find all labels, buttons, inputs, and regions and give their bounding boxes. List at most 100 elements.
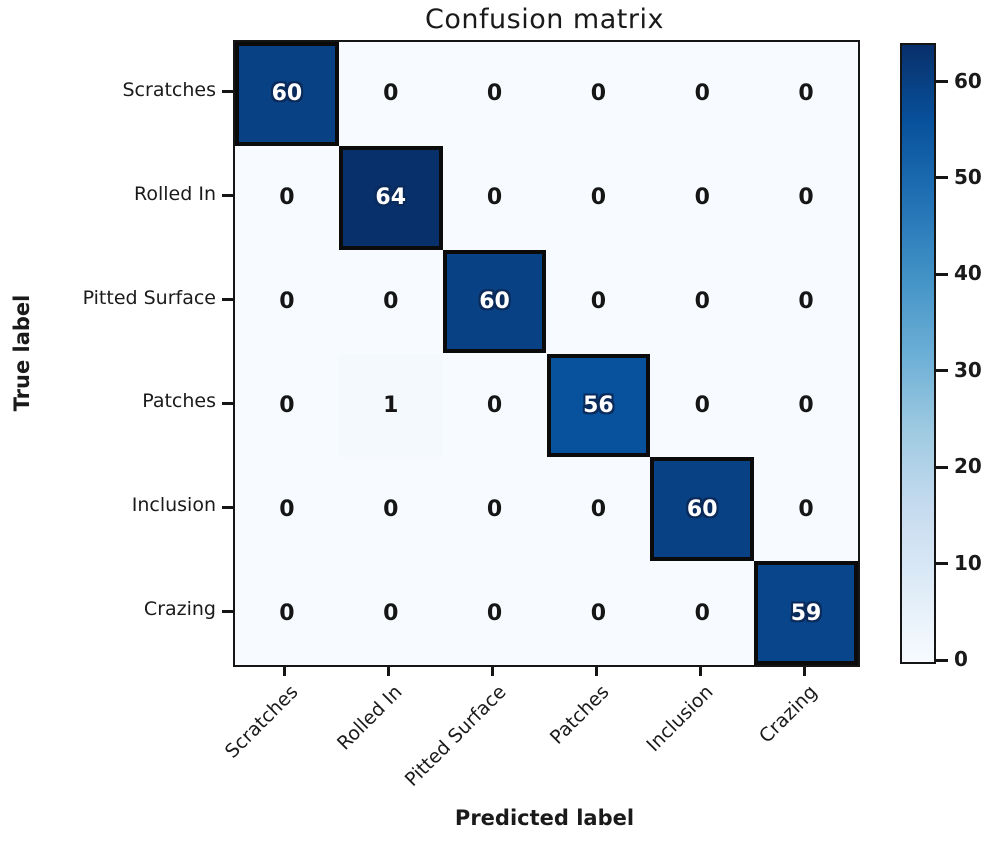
matrix-cell-value: 0 [590, 185, 607, 211]
matrix-cell-value: 0 [590, 289, 607, 315]
x-tick-mark [698, 665, 702, 676]
x-tick-mark [283, 665, 287, 676]
matrix-cell: 0 [754, 249, 858, 354]
matrix-cell-value: 0 [798, 392, 814, 418]
matrix-cell-value: 60 [479, 289, 510, 315]
matrix-cell: 0 [442, 353, 547, 458]
matrix-cell-value: 0 [279, 600, 295, 626]
matrix-cell-value: 0 [383, 600, 399, 626]
matrix-cell: 0 [442, 561, 547, 665]
matrix-cell-value: 0 [694, 185, 710, 211]
x-axis-label: Predicted label [454, 806, 635, 830]
matrix-cell-value: 0 [798, 289, 814, 315]
y-tick-label: Pitted Surface [82, 286, 216, 309]
chart-title: Confusion matrix [425, 4, 664, 35]
matrix-cell: 0 [650, 42, 755, 146]
matrix-cell-value: 0 [590, 600, 607, 626]
x-tick-mark [802, 665, 806, 676]
colorbar-tick-label: 10 [954, 550, 982, 575]
colorbar-tick-label: 20 [954, 454, 982, 479]
matrix-cell: 0 [235, 353, 339, 458]
matrix-cell: 0 [754, 42, 858, 146]
y-tick-mark [222, 90, 233, 94]
matrix-cell: 0 [235, 145, 339, 250]
matrix-cell-value: 56 [583, 392, 614, 418]
matrix-cell: 0 [546, 457, 651, 562]
matrix-cell-value: 0 [486, 600, 503, 626]
matrix-cell: 0 [235, 249, 339, 354]
colorbar-tick-mark [936, 465, 948, 469]
x-tick-mark [594, 665, 598, 676]
x-tick-mark [387, 665, 391, 676]
matrix-cell: 59 [754, 561, 858, 665]
matrix-cell: 0 [338, 457, 443, 562]
matrix-cell: 0 [442, 145, 547, 250]
y-tick-mark [222, 609, 233, 613]
x-tick-mark [491, 665, 495, 676]
matrix-cell-value: 0 [590, 496, 607, 522]
matrix-cell: 0 [338, 561, 443, 665]
y-tick-mark [222, 505, 233, 509]
colorbar-tick-mark [936, 562, 948, 566]
matrix-cell: 0 [650, 145, 755, 250]
matrix-cell: 0 [338, 249, 443, 354]
matrix-cell-value: 0 [279, 289, 295, 315]
matrix-cell: 60 [650, 457, 755, 562]
matrix-cell: 0 [442, 42, 547, 146]
matrix-cell: 0 [546, 42, 651, 146]
matrix-cell: 1 [338, 353, 443, 458]
matrix-cell: 0 [546, 145, 651, 250]
matrix-cell-value: 1 [383, 392, 399, 418]
matrix-cell-value: 0 [279, 392, 295, 418]
heatmap: 60 0 0 0 0 0 0 64 0 0 0 0 0 0 60 0 0 0 0 1 0 56 0 0 0 0 0 0 60 0 0 0 0 0 0… [233, 40, 860, 667]
matrix-cell-value: 0 [383, 496, 399, 522]
matrix-cell-value: 0 [279, 496, 295, 522]
matrix-cell: 0 [235, 457, 339, 562]
matrix-cell-value: 0 [694, 392, 710, 418]
matrix-cell-value: 0 [486, 81, 503, 107]
colorbar-tick-label: 60 [954, 68, 982, 93]
colorbar-tick-label: 40 [954, 261, 982, 286]
y-tick-mark [222, 401, 233, 405]
matrix-cell-value: 60 [686, 496, 718, 522]
matrix-cell: 0 [442, 457, 547, 562]
y-tick-mark [222, 298, 233, 302]
matrix-cell-value: 0 [486, 392, 503, 418]
matrix-cell: 0 [754, 353, 858, 458]
y-tick-label: Rolled In [134, 182, 216, 205]
matrix-cell-value: 59 [790, 600, 822, 626]
matrix-cell-value: 0 [798, 185, 814, 211]
matrix-cell-value: 0 [694, 289, 710, 315]
colorbar-tick-mark [936, 369, 948, 373]
matrix-cell-value: 0 [694, 81, 710, 107]
y-axis-label: True label [10, 294, 34, 412]
matrix-cell-value: 0 [383, 289, 399, 315]
colorbar-tick-label: 0 [954, 647, 968, 671]
y-tick-label: Patches [142, 390, 216, 413]
colorbar-tick-mark [936, 658, 948, 662]
matrix-cell-value: 0 [798, 81, 814, 107]
colorbar-tick-mark [936, 80, 948, 84]
matrix-cell: 60 [235, 42, 339, 146]
matrix-cell-value: 0 [694, 600, 710, 626]
matrix-cell: 0 [754, 457, 858, 562]
colorbar-tick-label: 30 [954, 357, 982, 382]
y-tick-label: Scratches [122, 78, 217, 101]
colorbar-tick-label: 50 [954, 164, 982, 189]
colorbar [900, 43, 936, 664]
matrix-cell-value: 0 [279, 185, 295, 211]
matrix-cell-value: 0 [383, 81, 399, 107]
matrix-cell-value: 60 [271, 81, 303, 107]
y-tick-label: Inclusion [131, 494, 216, 517]
matrix-cell: 0 [650, 561, 755, 665]
matrix-cell: 0 [338, 42, 443, 146]
matrix-cell: 56 [546, 353, 651, 458]
matrix-cell: 0 [235, 561, 339, 665]
matrix-cell: 0 [754, 145, 858, 250]
matrix-cell: 0 [650, 353, 755, 458]
matrix-cell-value: 0 [486, 185, 503, 211]
matrix-cell-value: 0 [486, 496, 503, 522]
y-tick-label: Crazing [143, 598, 216, 621]
matrix-cell: 60 [442, 249, 547, 354]
